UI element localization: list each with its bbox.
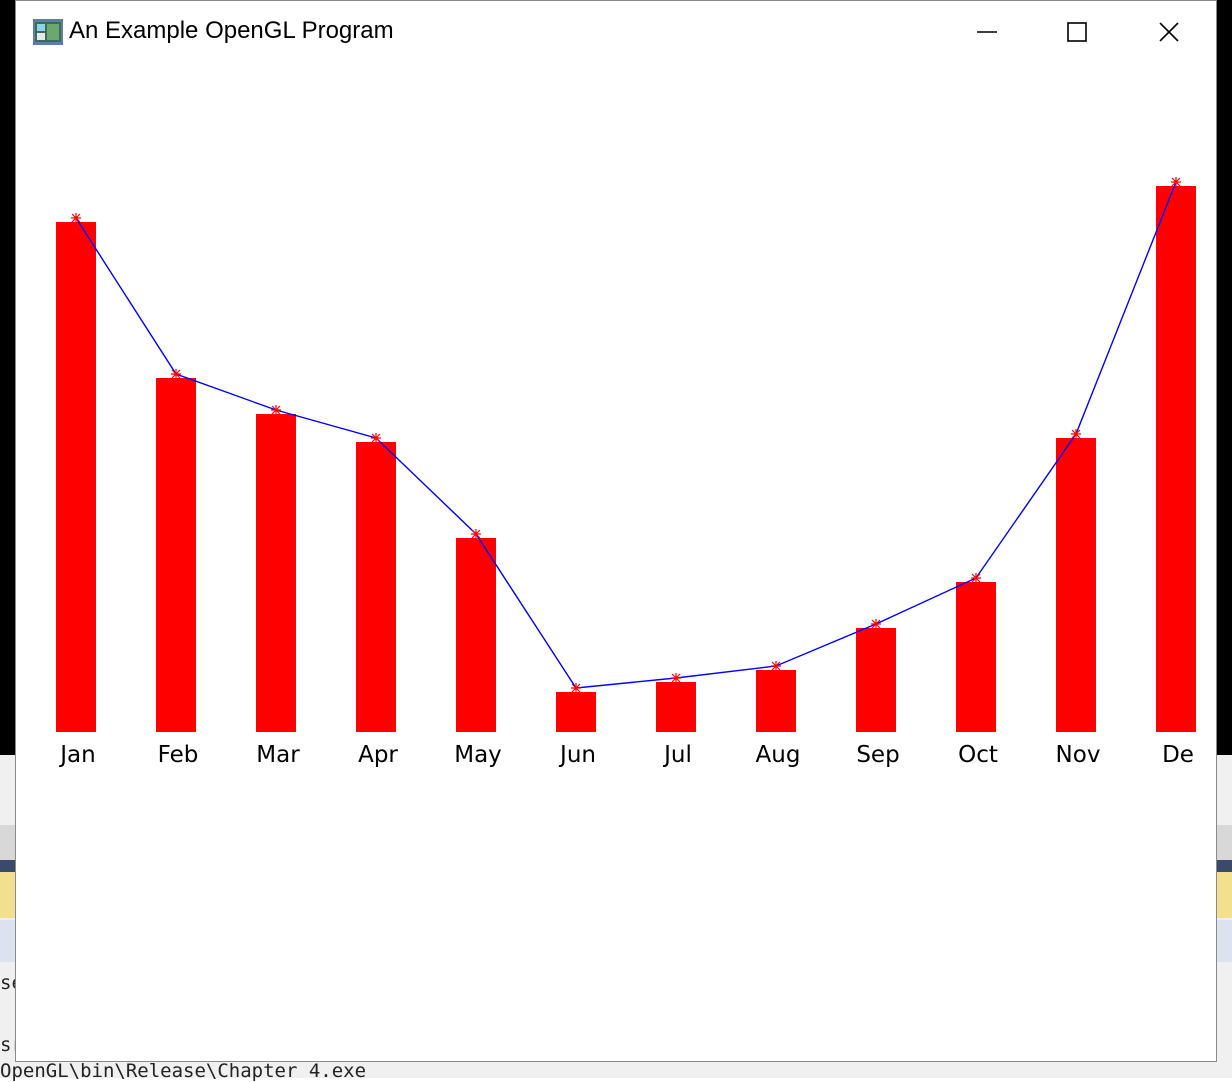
month-label: Apr: [358, 742, 398, 768]
title-bar[interactable]: An Example OpenGL Program: [16, 1, 1216, 63]
chart-canvas: Jan Feb Mar Apr May Jun Jul Aug Sep Oct Nov De: [56, 177, 1196, 768]
bar-mar: [256, 414, 296, 732]
bar-de: [1156, 186, 1196, 732]
maximize-icon: [1067, 22, 1087, 42]
month-label: Mar: [256, 742, 300, 768]
bar-feb: [156, 378, 196, 732]
minimize-button[interactable]: [941, 1, 1033, 63]
point-marker: [871, 619, 881, 629]
minimize-icon: [977, 31, 997, 33]
point-marker: [1171, 177, 1181, 187]
point-marker: [571, 683, 581, 693]
month-labels-group: Jan Feb Mar Apr May Jun Jul Aug Sep Oct Nov De: [58, 742, 1194, 768]
month-label: May: [454, 742, 502, 768]
trend-line: [75, 181, 1177, 689]
bar-nov: [1056, 438, 1096, 732]
app-icon: [33, 19, 63, 45]
point-marker: [371, 433, 381, 443]
point-marker: [271, 405, 281, 415]
bar-jul: [656, 682, 696, 732]
point-marker: [471, 529, 481, 539]
console-path-text: OpenGL\bin\Release\Chapter 4.exe: [0, 1060, 367, 1082]
bar-oct: [956, 582, 996, 732]
month-label: Sep: [856, 742, 899, 768]
bar-aug: [756, 670, 796, 732]
point-marker: [771, 661, 781, 671]
month-label: Oct: [958, 742, 998, 768]
month-label: Jun: [558, 742, 596, 768]
month-label: Feb: [158, 742, 199, 768]
bar-may: [456, 538, 496, 732]
point-marker: [171, 369, 181, 379]
month-label: Jul: [662, 742, 692, 768]
month-label: De: [1162, 742, 1194, 768]
bar-sep: [856, 628, 896, 732]
window-title: An Example OpenGL Program: [69, 17, 394, 44]
bar-jan: [56, 222, 96, 732]
close-button[interactable]: [1123, 1, 1215, 63]
point-marker: [1071, 429, 1081, 439]
opengl-window[interactable]: An Example OpenGL Program Jan Feb Mar Apr Ma…: [15, 0, 1217, 1062]
bar-jun: [556, 692, 596, 732]
markers-group: [71, 177, 1181, 693]
month-label: Aug: [756, 742, 801, 768]
point-marker: [671, 673, 681, 683]
bars-group: [56, 186, 1196, 732]
point-marker: [71, 213, 81, 223]
maximize-button[interactable]: [1031, 1, 1123, 63]
month-label: Jan: [58, 742, 95, 768]
bar-apr: [356, 442, 396, 732]
point-marker: [971, 573, 981, 583]
close-icon: [1159, 22, 1179, 42]
month-label: Nov: [1056, 742, 1101, 768]
